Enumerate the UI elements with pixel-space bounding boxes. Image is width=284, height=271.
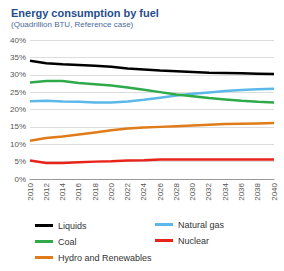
svg-text:(Quadrillion BTU, Reference ca: (Quadrillion BTU, Reference case) <box>11 20 134 29</box>
svg-text:2010: 2010 <box>26 182 35 200</box>
svg-text:Coal: Coal <box>58 237 77 247</box>
svg-text:Liquids: Liquids <box>58 221 87 231</box>
svg-text:2022: 2022 <box>123 182 132 200</box>
svg-text:2020: 2020 <box>107 182 116 200</box>
svg-text:2012: 2012 <box>42 182 51 200</box>
svg-text:30%: 30% <box>10 70 26 79</box>
svg-text:10%: 10% <box>10 140 26 149</box>
svg-text:2032: 2032 <box>204 182 213 200</box>
svg-text:Energy consumption by fuel: Energy consumption by fuel <box>11 7 159 19</box>
svg-text:2038: 2038 <box>253 182 262 200</box>
svg-text:2026: 2026 <box>156 182 165 200</box>
svg-text:2036: 2036 <box>237 182 246 200</box>
svg-text:2028: 2028 <box>172 182 181 200</box>
svg-text:2024: 2024 <box>139 182 148 200</box>
svg-text:5%: 5% <box>14 157 26 166</box>
svg-text:Natural gas: Natural gas <box>178 220 225 230</box>
svg-text:Hydro and Renewables: Hydro and Renewables <box>58 253 152 263</box>
svg-text:15%: 15% <box>10 122 26 131</box>
svg-text:0%: 0% <box>14 175 26 184</box>
svg-text:35%: 35% <box>10 53 26 62</box>
svg-text:Nuclear: Nuclear <box>178 236 209 246</box>
svg-text:20%: 20% <box>10 105 26 114</box>
svg-text:2018: 2018 <box>91 182 100 200</box>
svg-text:2040: 2040 <box>270 182 279 200</box>
svg-text:25%: 25% <box>10 88 26 97</box>
svg-text:2030: 2030 <box>188 182 197 200</box>
svg-text:40%: 40% <box>10 36 26 45</box>
svg-text:2014: 2014 <box>58 182 67 200</box>
svg-text:2034: 2034 <box>221 182 230 200</box>
svg-text:2016: 2016 <box>74 182 83 200</box>
